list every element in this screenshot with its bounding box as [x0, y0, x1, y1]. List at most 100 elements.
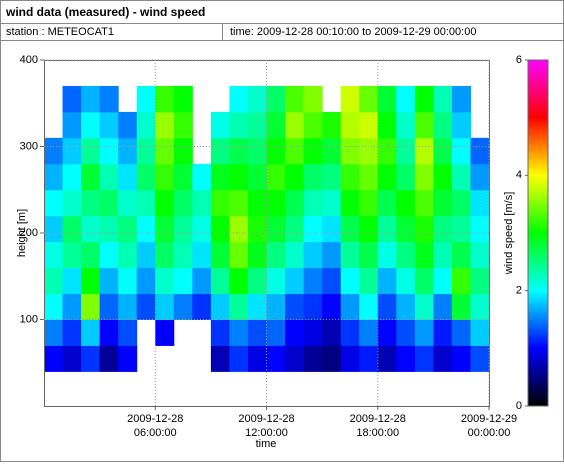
heat-cell: [210, 241, 230, 269]
y-axis-label: height [m]: [16, 209, 28, 257]
heat-cell: [322, 293, 342, 320]
heat-cell: [322, 137, 342, 165]
heat-cell: [81, 215, 101, 243]
heat-cell: [340, 241, 360, 269]
heat-cell: [62, 189, 82, 217]
heat-cell: [285, 293, 305, 320]
heat-cell: [396, 215, 416, 243]
heat-cell: [192, 189, 212, 217]
heat-cell: [340, 163, 360, 191]
heat-cell: [451, 345, 471, 372]
heat-cell: [433, 241, 453, 269]
heat-cell: [266, 215, 286, 243]
heat-cell: [285, 319, 305, 346]
heat-cell: [99, 319, 119, 346]
heat-cell: [210, 189, 230, 217]
heat-cell: [303, 137, 323, 165]
heat-cell: [81, 85, 101, 113]
heat-cell: [210, 137, 230, 165]
heat-cell: [285, 345, 305, 372]
x-tick-label: 00:00:00: [468, 427, 511, 439]
heat-cell: [359, 163, 379, 191]
heat-cell: [451, 111, 471, 139]
heat-cell: [414, 215, 434, 243]
heat-cell: [99, 267, 119, 295]
heat-cell: [414, 293, 434, 320]
heat-cell: [62, 241, 82, 269]
heat-cell: [229, 111, 249, 139]
heat-cell: [62, 319, 82, 346]
heat-cell: [81, 137, 101, 165]
heat-cell: [62, 215, 82, 243]
heat-cell: [359, 267, 379, 295]
heat-cell: [414, 163, 434, 191]
heat-cell: [451, 215, 471, 243]
heat-cell: [322, 111, 342, 139]
heat-cell: [322, 215, 342, 243]
heat-cell: [266, 189, 286, 217]
y-tick-label: 300: [20, 140, 38, 152]
heat-cell: [322, 345, 342, 372]
heat-cell: [192, 215, 212, 243]
heat-cell: [136, 111, 156, 139]
heat-cell: [155, 241, 175, 269]
heat-cell: [322, 189, 342, 217]
heat-cell: [377, 215, 397, 243]
heat-cell: [62, 345, 82, 372]
heat-cell: [451, 189, 471, 217]
heat-cell: [433, 345, 453, 372]
heat-cell: [303, 319, 323, 346]
heat-cell: [99, 189, 119, 217]
heat-cell: [285, 111, 305, 139]
heat-cell: [247, 319, 267, 346]
heat-cell: [99, 137, 119, 165]
heat-cell: [247, 241, 267, 269]
heat-cell: [136, 293, 156, 320]
heat-cell: [229, 241, 249, 269]
heat-cell: [229, 189, 249, 217]
x-axis-label: time: [256, 438, 277, 450]
heat-cell: [62, 111, 82, 139]
heat-cell: [155, 319, 175, 346]
heat-cell: [285, 163, 305, 191]
heat-cell: [266, 111, 286, 139]
heat-cell: [62, 85, 82, 113]
heat-cell: [247, 293, 267, 320]
heat-cell: [118, 345, 138, 372]
heat-cell: [414, 137, 434, 165]
y-tick-label: 100: [20, 313, 38, 325]
heat-cell: [118, 267, 138, 295]
x-tick-label: 12:00:00: [245, 427, 288, 439]
heat-cell: [285, 189, 305, 217]
y-tick-label: 400: [20, 54, 38, 66]
station: station : METEOCAT1: [6, 26, 114, 38]
heat-cell: [340, 293, 360, 320]
heat-cell: [322, 319, 342, 346]
heat-cell: [451, 267, 471, 295]
heat-cell: [451, 241, 471, 269]
heat-cell: [99, 215, 119, 243]
heat-cell: [136, 189, 156, 217]
heat-cell: [44, 189, 64, 217]
heat-cell: [44, 319, 64, 346]
heat-cell: [433, 293, 453, 320]
heat-cell: [377, 111, 397, 139]
heat-cell: [285, 137, 305, 165]
heat-cell: [210, 163, 230, 191]
colorbar-tick-label: 0: [516, 400, 522, 412]
heat-cell: [44, 163, 64, 191]
heat-cell: [99, 163, 119, 191]
heat-cell: [285, 267, 305, 295]
heat-cell: [340, 215, 360, 243]
heat-cell: [155, 267, 175, 295]
colorbar-tick-label: 6: [516, 54, 522, 66]
heat-cell: [340, 319, 360, 346]
heat-cell: [247, 163, 267, 191]
heat-cell: [44, 241, 64, 269]
heat-cell: [62, 163, 82, 191]
heat-cell: [155, 111, 175, 139]
heat-cell: [340, 267, 360, 295]
period: time: 2009-12-28 00:10:00 to 2009-12-29 …: [230, 26, 476, 38]
heat-cell: [470, 163, 490, 191]
heat-cell: [81, 293, 101, 320]
